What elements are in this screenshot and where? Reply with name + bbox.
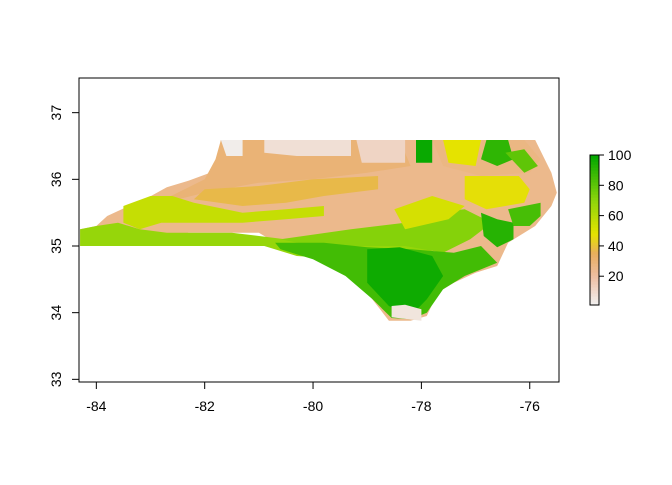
legend-color-step: [590, 212, 599, 216]
legend-color-step: [590, 260, 599, 264]
map-region-19: [481, 140, 514, 166]
x-tick-label: -78: [411, 398, 431, 414]
legend-color-step: [590, 194, 599, 198]
legend-color-step: [590, 239, 599, 243]
map-region-13: [481, 212, 514, 248]
x-tick-label: -84: [86, 398, 106, 414]
legend-color-step: [590, 191, 599, 195]
legend-color-step: [590, 299, 599, 303]
legend-color-step: [590, 251, 599, 255]
legend-color-step: [590, 182, 599, 186]
legend-color-step: [590, 173, 599, 177]
legend-color-step: [590, 218, 599, 222]
color-legend: 20 40 60 80 100: [589, 147, 632, 306]
legend-color-step: [590, 302, 599, 306]
region-layer: [80, 140, 557, 321]
legend-color-step: [590, 278, 599, 282]
legend-color-step: [590, 233, 599, 237]
legend-color-step: [590, 176, 599, 180]
y-tick-label: 35: [48, 238, 64, 254]
map-region-17: [416, 140, 433, 163]
legend-color-step: [590, 242, 599, 246]
x-tick-label: -82: [195, 398, 215, 414]
map-region-2: [220, 140, 243, 156]
legend-color-step: [590, 254, 599, 258]
legend-color-step: [590, 248, 599, 252]
legend-color-step: [590, 290, 599, 294]
legend-color-step: [590, 293, 599, 297]
map-region-6: [123, 196, 324, 230]
map-region-12: [391, 304, 422, 321]
y-tick-label: 37: [48, 105, 64, 121]
map-region-11: [367, 247, 444, 316]
x-tick-label: -80: [303, 398, 323, 414]
y-tick-label: 33: [48, 371, 64, 387]
map-region-18: [443, 140, 481, 166]
legend-color-step: [590, 266, 599, 270]
legend-tick-label: 40: [608, 238, 624, 254]
legend-color-step: [590, 284, 599, 288]
map-region-3: [264, 140, 351, 156]
legend-color-step: [590, 209, 599, 213]
legend-color-step: [590, 164, 599, 168]
map-region-4: [356, 140, 406, 163]
x-tick-label: -76: [520, 398, 540, 414]
legend-color-step: [590, 155, 599, 159]
legend-color-step: [590, 227, 599, 231]
legend-color-step: [590, 179, 599, 183]
map-region-20: [505, 149, 538, 173]
legend-color-step: [590, 206, 599, 210]
y-tick-label: 36: [48, 171, 64, 187]
legend-color-step: [590, 188, 599, 192]
legend-tick-label: 60: [608, 208, 624, 224]
legend-color-step: [590, 245, 599, 249]
legend-tick-label: 20: [608, 268, 624, 284]
legend-frame: [589, 154, 600, 306]
legend-color-step: [590, 296, 599, 300]
legend-color-step: [590, 167, 599, 171]
legend-color-step: [590, 185, 599, 189]
y-axis: 33 34 35 36 37: [48, 105, 80, 387]
legend-tick-label: 80: [608, 177, 624, 193]
x-axis: -84 -82 -80 -78 -76: [86, 381, 540, 414]
legend-color-step: [590, 224, 599, 228]
map-region-15: [464, 176, 530, 210]
legend-color-step: [590, 263, 599, 267]
legend-color-step: [590, 236, 599, 240]
legend-color-step: [590, 161, 599, 165]
legend-color-step: [590, 221, 599, 225]
legend-color-step: [590, 197, 599, 201]
legend-color-step: [590, 200, 599, 204]
legend-color-step: [590, 287, 599, 291]
map-region-5: [193, 176, 379, 206]
y-tick-label: 34: [48, 305, 64, 321]
legend-color-step: [590, 257, 599, 261]
map-region-9: [394, 196, 465, 230]
legend-color-step: [590, 230, 599, 234]
legend-color-step: [590, 272, 599, 276]
legend-color-step: [590, 215, 599, 219]
legend-color-step: [590, 269, 599, 273]
legend-color-step: [590, 281, 599, 285]
legend-color-step: [590, 170, 599, 174]
legend-tick-label: 100: [608, 147, 632, 163]
legend-color-step: [590, 203, 599, 207]
legend-color-step: [590, 275, 599, 279]
legend-color-step: [590, 158, 599, 162]
map-region-14: [508, 202, 541, 226]
